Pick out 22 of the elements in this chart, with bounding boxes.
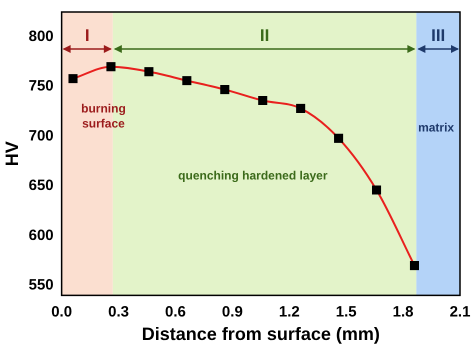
x-tick-label: 1.5 bbox=[336, 304, 357, 321]
y-axis-title: HV bbox=[2, 141, 22, 166]
x-tick-label: 1.8 bbox=[392, 304, 414, 321]
y-tick-label: 700 bbox=[28, 127, 54, 144]
y-tick-label: 550 bbox=[28, 276, 54, 294]
x-tick-label: 1.2 bbox=[278, 304, 300, 321]
annotation: quenching hardened layer bbox=[178, 168, 328, 183]
band-label: I bbox=[84, 26, 90, 46]
x-tick-label: 2.1 bbox=[450, 304, 470, 321]
x-axis-title: Distance from surface (mm) bbox=[142, 324, 380, 344]
x-tick-label: 0.9 bbox=[222, 304, 243, 321]
x-tick-label: 0.0 bbox=[51, 304, 72, 321]
band-label: II bbox=[260, 26, 270, 46]
annotation: matrix bbox=[418, 120, 454, 135]
y-tick-label: 750 bbox=[28, 78, 54, 95]
annotation: burning surface bbox=[81, 102, 126, 131]
band-label: III bbox=[431, 26, 446, 46]
x-tick-label: 0.6 bbox=[165, 304, 186, 321]
x-tick-label: 0.3 bbox=[108, 304, 129, 321]
y-tick-label: 800 bbox=[28, 28, 54, 45]
y-tick-label: 600 bbox=[28, 226, 54, 244]
y-tick-label: 650 bbox=[28, 177, 54, 194]
